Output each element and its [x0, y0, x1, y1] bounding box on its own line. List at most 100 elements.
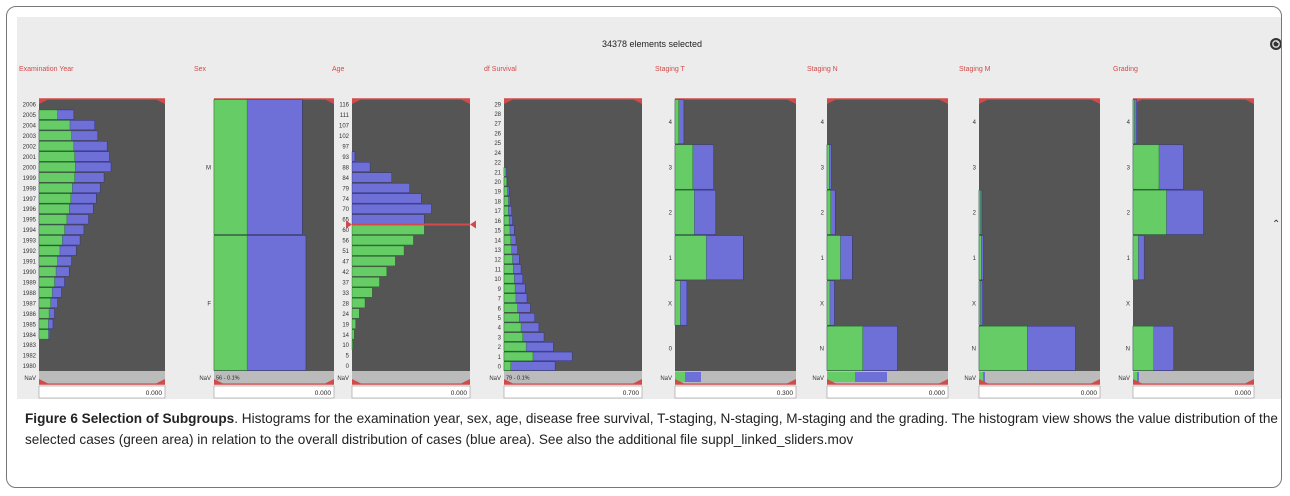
panel3-tick-label: 4 [498, 326, 502, 332]
panel3-nav-value: 79 - 0.1% [506, 376, 530, 382]
panel0-tick-label: 1982 [23, 354, 37, 360]
panel3-tick-label: 0 [498, 365, 502, 371]
panel3-bar-selected [504, 265, 513, 274]
panel3-tick-label: 20 [494, 180, 501, 186]
panel3-title: df Survival [484, 66, 517, 73]
panel0-tick-label: 2005 [23, 113, 37, 119]
panel2-tick-label: 97 [342, 144, 349, 150]
panel2-tick-label: 42 [342, 270, 349, 276]
panel5-tick-label: 4 [821, 120, 825, 126]
panel0-bar-selected [39, 162, 75, 171]
panel2-tick-label: 102 [339, 134, 350, 140]
panel0-tick-label: 2004 [23, 124, 37, 130]
panel2-tick-label: 33 [342, 291, 349, 297]
panel7-nav-label: NaV [1118, 376, 1130, 382]
panel2-tick-label: 28 [342, 301, 349, 307]
panel0-tick-label: 1987 [23, 301, 37, 307]
panel0-bar-selected [39, 225, 65, 234]
panel3-tick-label: 15 [494, 229, 501, 235]
panel2-tick-label: 79 [342, 186, 349, 192]
panel0-bar-selected [39, 277, 54, 286]
panel2-tick-label: 51 [342, 249, 349, 255]
panel7-bar-selected [1133, 190, 1166, 234]
panel6-bar-selected [979, 326, 1027, 370]
panel3-slider-value: 0.700 [623, 390, 640, 397]
panel4-nav-label: NaV [660, 376, 672, 382]
panel6-tick-label: X [972, 301, 976, 307]
panel5-nav-label: NaV [812, 376, 824, 382]
panel0-bar-selected [39, 288, 52, 297]
panel1-tick-label: M [206, 165, 211, 171]
panel3-bar-selected [504, 333, 523, 342]
panel4-plot-background [675, 99, 796, 371]
panel0-tick-label: 1980 [23, 364, 37, 370]
panel6-title: Staging M [959, 66, 991, 73]
panel0-bar-selected [39, 194, 71, 203]
panel0-bar-selected [39, 215, 67, 224]
panel0-tick-label: 1998 [23, 186, 37, 192]
panel2-selection-left-handle[interactable] [346, 221, 352, 229]
panel0-bar-selected [39, 319, 48, 328]
panel0-slider-value: 0.000 [146, 390, 163, 397]
panel0-bar-selected [39, 267, 56, 276]
panel1-nav-value: 56 - 0.1% [216, 376, 240, 382]
panel1-nav-label: NaV [199, 376, 211, 382]
panel2-bar-selected [352, 267, 387, 276]
panel3-tick-label: 2 [498, 345, 502, 351]
panel3-tick-label: 6 [498, 306, 502, 312]
panel0-tick-label: 1999 [23, 176, 37, 182]
panel2-bar-selected [352, 288, 372, 297]
panel0-tick-label: 1994 [23, 228, 37, 234]
panel3-bar-selected [504, 177, 507, 186]
panel3-slider-value-box[interactable] [504, 386, 642, 398]
panel7-tick-label: N [1126, 347, 1130, 353]
panel3-bar-selected [504, 362, 511, 371]
panel4-tick-label: 2 [669, 211, 673, 217]
panel4-bar-selected [675, 190, 694, 234]
panel2-bar-overall [352, 162, 370, 171]
panel3-bar-selected [504, 197, 508, 206]
panel0-tick-label: 1997 [23, 197, 37, 203]
panel2-tick-label: 56 [342, 239, 349, 245]
panel3-tick-label: 10 [494, 277, 501, 283]
panel2-tick-label: 116 [339, 103, 349, 109]
panel7-bar-selected [1133, 236, 1138, 280]
panel3-nav-label: NaV [489, 376, 501, 382]
panel7-bar-selected [1133, 100, 1134, 144]
panel0-tick-label: 2006 [23, 103, 37, 109]
panel3-tick-label: 14 [494, 238, 501, 244]
panel5-slider-value: 0.000 [929, 390, 946, 397]
panel0-bar-selected [39, 131, 72, 140]
panel2-selection-right-handle[interactable] [470, 221, 476, 229]
panel2-nav-bar [352, 371, 470, 383]
figure-title: Selection of Subgroups [82, 411, 235, 426]
panel5-bar-selected [827, 281, 830, 325]
panel0-tick-label: 2000 [23, 165, 37, 171]
panel2-tick-label: 60 [342, 228, 349, 234]
panel2-bar-selected [352, 340, 353, 349]
panel0-tick-label: 1993 [23, 239, 37, 245]
panel2-tick-label: 0 [346, 364, 350, 370]
panel2-tick-label: 111 [340, 113, 350, 119]
panel2-bar-selected [352, 319, 356, 328]
panel7-tick-label: X [1126, 301, 1130, 307]
panel2-bar-selected [352, 256, 395, 265]
panel3-tick-label: 3 [498, 335, 502, 341]
panel0-bar-selected [39, 309, 49, 318]
panel0-bar-selected [39, 246, 60, 255]
panel5-tick-label: X [820, 301, 824, 307]
panel6-slider-value: 0.000 [1081, 390, 1098, 397]
panel3-tick-label: 18 [494, 199, 501, 205]
panel7-tick-label: 4 [1127, 120, 1131, 126]
panel6-tick-label: 4 [973, 120, 977, 126]
panel2-nav-label: NaV [337, 376, 349, 382]
panel3-tick-label: 9 [498, 287, 502, 293]
panel0-tick-label: 2002 [23, 144, 37, 150]
panel3-bar-selected [504, 342, 526, 351]
panel3-bar-selected [504, 294, 516, 303]
panel3-tick-label: 28 [494, 112, 501, 118]
panel3-tick-label: 26 [494, 131, 501, 137]
panel6-bar-selected [979, 281, 980, 325]
panel2-tick-label: 24 [342, 312, 349, 318]
panel0-tick-label: 1995 [23, 218, 37, 224]
